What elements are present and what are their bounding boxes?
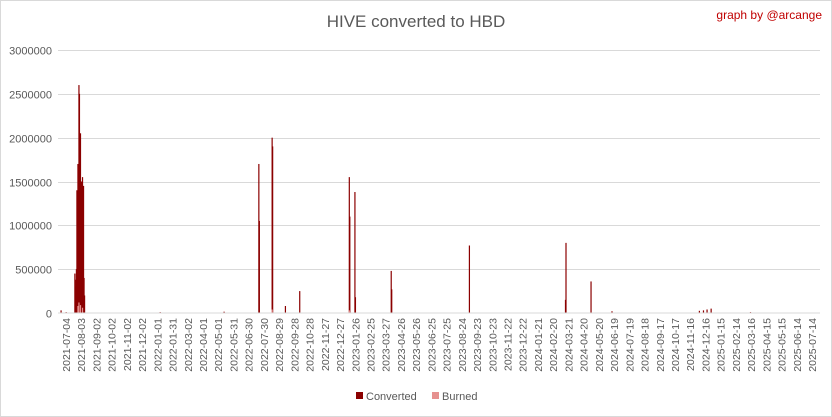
x-tick-label: 2024-01-21	[533, 318, 545, 372]
bar-converted	[223, 311, 225, 313]
bar-burned	[79, 305, 82, 313]
x-tick-label: 2023-08-24	[457, 318, 469, 372]
x-tick-label: 2023-05-26	[411, 318, 423, 372]
y-tick-label: 500000	[15, 265, 52, 277]
x-tick-label: 2025-02-14	[731, 318, 743, 372]
legend-swatch-burned	[432, 392, 439, 399]
x-tick-label: 2022-07-30	[259, 318, 271, 372]
x-tick-label: 2024-05-20	[594, 318, 606, 372]
bar-converted	[284, 305, 287, 313]
bar-converted	[349, 216, 351, 313]
y-tick-label: 0	[46, 309, 52, 321]
y-tick-label: 2000000	[9, 134, 52, 146]
x-tick-label: 2025-05-15	[777, 318, 789, 372]
x-tick-label: 2022-05-31	[229, 318, 241, 372]
y-tick-label: 1000000	[9, 221, 52, 233]
x-tick-label: 2024-09-17	[655, 318, 667, 372]
y-tick-label: 1500000	[9, 178, 52, 190]
bar-converted	[272, 146, 274, 313]
x-tick-label: 2022-11-27	[320, 318, 332, 371]
bar-converted	[702, 310, 705, 313]
bar-burned	[348, 310, 350, 313]
bar-converted	[82, 185, 85, 313]
x-tick-label: 2025-06-14	[792, 318, 804, 372]
legend-swatch-converted	[356, 392, 363, 399]
bar-converted	[590, 281, 592, 313]
x-tick-label: 2022-06-30	[244, 318, 256, 372]
x-tick-label: 2021-10-02	[107, 318, 119, 372]
x-tick-label: 2022-10-28	[305, 318, 317, 372]
x-tick-label: 2023-07-25	[442, 318, 454, 372]
grid-layer	[58, 50, 820, 270]
bar-burned	[77, 305, 79, 313]
x-tick-label: 2025-01-15	[716, 318, 728, 372]
x-tick-label: 2022-05-01	[213, 318, 225, 372]
x-tick-label: 2022-04-01	[198, 318, 210, 372]
x-tick-label: 2021-09-02	[91, 318, 103, 372]
bar-converted	[83, 295, 86, 313]
x-tick-label: 2023-06-25	[426, 318, 438, 372]
bar-converted	[468, 245, 471, 313]
bar-converted	[60, 310, 62, 313]
bar-converted	[710, 308, 712, 313]
x-tick-label: 2022-01-31	[168, 318, 180, 372]
x-tick-label: 2025-04-15	[761, 318, 773, 372]
bar-converted	[258, 220, 260, 313]
x-tick-label: 2025-07-14	[807, 318, 819, 372]
chart-title: HIVE converted to HBD	[327, 12, 506, 31]
x-tick-label: 2025-03-16	[746, 318, 758, 372]
legend-label-burned: Burned	[442, 391, 477, 403]
x-tick-label: 2021-07-04	[61, 318, 73, 372]
x-axis-ticks: 2021-07-04 2021-08-03 2021-09-02 2021-10-02…	[61, 318, 819, 372]
bar-converted	[354, 297, 357, 313]
x-tick-label: 2024-02-20	[548, 318, 560, 372]
x-tick-label: 2022-03-02	[183, 318, 195, 372]
x-tick-label: 2024-10-17	[670, 318, 682, 372]
bar-converted	[83, 277, 85, 313]
x-tick-label: 2024-11-16	[685, 318, 697, 371]
bar-layer	[60, 85, 752, 313]
x-tick-label: 2023-10-23	[487, 318, 499, 372]
x-tick-label: 2024-03-21	[563, 318, 575, 372]
x-tick-label: 2022-01-01	[152, 318, 164, 372]
bar-converted	[391, 289, 393, 313]
x-tick-label: 2023-12-22	[518, 318, 530, 372]
x-tick-label: 2021-11-02	[122, 318, 134, 371]
bar-converted	[698, 310, 700, 313]
bar-converted	[80, 181, 83, 313]
x-tick-label: 2023-09-23	[472, 318, 484, 372]
bar-burned	[271, 309, 273, 313]
x-tick-label: 2024-12-16	[700, 318, 712, 372]
x-tick-label: 2024-08-18	[640, 318, 652, 372]
x-tick-label: 2024-04-20	[579, 318, 591, 372]
x-tick-label: 2024-06-19	[609, 318, 621, 372]
legend-label-converted: Converted	[366, 391, 417, 403]
bar-converted	[611, 311, 613, 313]
y-tick-label: 3000000	[9, 46, 52, 58]
x-tick-label: 2023-02-25	[366, 318, 378, 372]
bar-burned	[81, 307, 84, 313]
bar-burned	[78, 302, 80, 313]
bar-converted	[354, 192, 356, 313]
legend: Converted Burned	[356, 391, 477, 403]
bar-converted	[565, 242, 567, 313]
x-tick-label: 2023-04-26	[396, 318, 408, 372]
x-tick-label: 2021-12-02	[137, 318, 149, 372]
bar-converted	[299, 291, 301, 313]
y-tick-label: 2500000	[9, 90, 52, 102]
x-tick-label: 2024-07-19	[624, 318, 636, 372]
x-tick-label: 2023-01-26	[350, 318, 362, 372]
bar-converted	[706, 309, 708, 313]
x-tick-label: 2023-11-22	[503, 318, 515, 371]
x-tick-label: 2023-03-27	[381, 318, 393, 372]
credit-label: graph by @arcange	[716, 8, 822, 22]
y-axis-ticks: 0 500000 1000000 1500000 2000000 2500000 30000…	[9, 46, 52, 321]
x-tick-label: 2022-08-29	[274, 318, 286, 372]
x-tick-label: 2022-12-27	[335, 318, 347, 372]
x-tick-label: 2021-08-03	[76, 318, 88, 372]
x-tick-label: 2022-09-28	[289, 318, 301, 372]
